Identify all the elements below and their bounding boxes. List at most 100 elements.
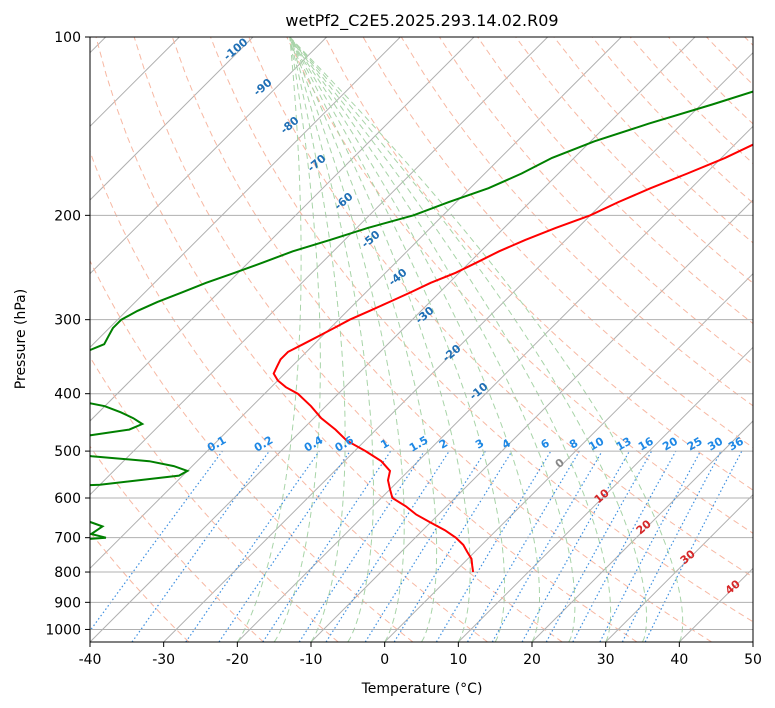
y-tick-label: 200 xyxy=(54,208,81,224)
moist-adiabat-label: 40 xyxy=(723,577,743,597)
mixing-ratio-line xyxy=(466,450,580,642)
x-tick-label: -20 xyxy=(226,652,249,668)
moist-adiabat-line xyxy=(289,37,375,642)
isotherm-line xyxy=(90,37,475,422)
mixing-ratio-line xyxy=(599,450,702,642)
isotherm-line xyxy=(310,199,753,642)
isotherm-line xyxy=(236,125,753,642)
dry-adiabat-label: -10 xyxy=(467,380,491,403)
moist-adiabat-line xyxy=(289,37,506,642)
x-tick-label: 50 xyxy=(744,652,762,668)
moist-adiabat-line xyxy=(289,37,684,642)
dry-adiabat-line xyxy=(553,37,753,244)
dry-adiabat-line xyxy=(744,37,753,46)
dry-adiabat-line xyxy=(133,37,638,642)
moist-adiabat-label: 20 xyxy=(634,517,654,537)
x-tick-label: -40 xyxy=(79,652,102,668)
dry-adiabat-line xyxy=(90,445,264,642)
moist-adiabat-line xyxy=(289,37,648,642)
isotherm-line xyxy=(605,493,753,642)
chart-title: wetPf2_C2E5.2025.293.14.02.R09 xyxy=(285,11,558,31)
moist-adiabat-line xyxy=(289,37,438,642)
mixing-ratio-line xyxy=(521,450,631,642)
y-tick-label: 600 xyxy=(54,491,81,507)
y-tick-label: 900 xyxy=(54,595,81,611)
mixing-ratio-line xyxy=(393,450,513,642)
series-group xyxy=(90,90,753,573)
isotherm-line xyxy=(90,37,696,642)
moist-adiabat-line xyxy=(289,37,576,642)
mixing-ratio-label: 8 xyxy=(567,437,580,452)
moist-adiabat-line xyxy=(236,37,302,642)
moist-adiabat-line xyxy=(289,37,540,642)
mixing-ratio-line xyxy=(131,450,270,642)
moist-adiabat-line xyxy=(273,37,321,642)
isotherm-line xyxy=(90,37,328,275)
dry-adiabat-label: -80 xyxy=(278,114,302,137)
mixing-ratio-label: 3 xyxy=(473,437,486,452)
moist-adiabat-line xyxy=(289,37,405,642)
y-axis: 100 200 300 400 500 600 700 800 900 1000 xyxy=(45,30,90,638)
line-labels: 0.1 0.2 0.4 0.6 1 1.5 2 3 4 6 8 10 13 16 20 25 30 36-100-… xyxy=(205,35,746,597)
mixing-ratio-line xyxy=(262,450,392,642)
mixing-ratio-line xyxy=(644,450,743,642)
moist-adiabat-label: 0 xyxy=(553,456,567,471)
mixing-ratio-line xyxy=(218,450,351,642)
mixing-ratio-lines xyxy=(90,450,743,642)
dry-adiabat-label: -90 xyxy=(251,76,275,99)
x-tick-label: 20 xyxy=(523,652,541,668)
y-tick-label: 1000 xyxy=(45,622,81,638)
y-tick-label: 700 xyxy=(54,531,81,547)
mixing-ratio-label: 6 xyxy=(539,436,552,451)
mixing-ratio-label: 4 xyxy=(500,436,513,451)
y-tick-label: 400 xyxy=(54,387,81,403)
y-axis-label: Pressure (hPa) xyxy=(13,289,29,389)
x-axis-label: Temperature (°C) xyxy=(361,681,483,697)
x-tick-label: 0 xyxy=(380,652,389,668)
dry-adiabat-line xyxy=(210,37,753,623)
x-tick-label: -10 xyxy=(300,652,323,668)
dry-adiabat-line xyxy=(477,37,753,325)
moist-adiabat-label: 10 xyxy=(592,486,612,506)
dry-adiabat-line xyxy=(248,37,753,578)
profile-line xyxy=(272,143,753,573)
mixing-ratio-line xyxy=(545,450,653,642)
mixing-ratio-line xyxy=(90,450,223,632)
y-tick-label: 300 xyxy=(54,313,81,329)
mixing-ratio-line xyxy=(185,450,320,642)
moist-adiabat-line xyxy=(289,37,612,642)
x-axis: -40 -30 -20 -10 0 10 20 30 40 50 xyxy=(79,642,762,668)
mixing-ratio-line xyxy=(325,450,450,642)
isotherm-line xyxy=(752,641,753,642)
mixing-ratio-label: 1 xyxy=(378,437,391,452)
dry-adiabat-label: -50 xyxy=(359,228,383,251)
dry-adiabat-label: -100 xyxy=(221,35,251,63)
x-tick-label: 10 xyxy=(449,652,467,668)
isotherm-line xyxy=(678,567,753,642)
isotherm-line xyxy=(90,37,254,201)
isotherm-line xyxy=(90,37,401,349)
dry-adiabat-line xyxy=(171,37,712,642)
profile-line xyxy=(90,90,753,540)
dry-adiabat-label: -60 xyxy=(332,190,356,213)
isotherm-line xyxy=(90,37,622,570)
dry-adiabat-line xyxy=(90,259,414,642)
y-tick-label: 500 xyxy=(54,444,81,460)
horizontal-grid xyxy=(90,36,753,630)
isotherm-line xyxy=(90,37,549,496)
mixing-ratio-line xyxy=(435,450,552,642)
dry-adiabat-line xyxy=(90,150,488,642)
x-tick-label: -30 xyxy=(152,652,175,668)
background-lines xyxy=(90,37,753,642)
moist-adiabat-line xyxy=(289,37,471,642)
mixing-ratio-line xyxy=(572,450,677,642)
dry-adiabat-line xyxy=(286,37,753,534)
y-tick-label: 800 xyxy=(54,565,81,581)
isotherm-line xyxy=(531,420,753,642)
moist-adiabat-label: 30 xyxy=(678,547,698,567)
dry-adiabat-line xyxy=(90,356,339,642)
mixing-ratio-line xyxy=(298,450,425,642)
plot-frame xyxy=(89,36,754,643)
x-tick-label: 40 xyxy=(670,652,688,668)
